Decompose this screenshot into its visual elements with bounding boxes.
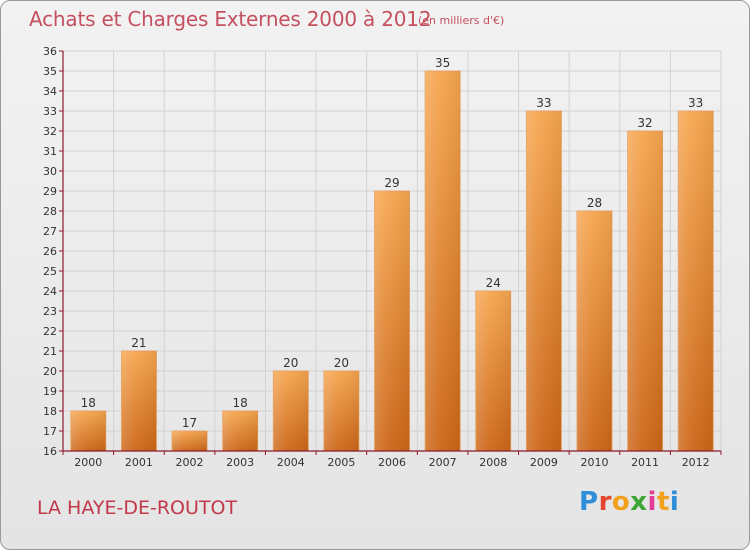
x-tick-label: 2008	[479, 456, 507, 469]
y-tick-label: 24	[43, 285, 57, 298]
y-tick-label: 33	[43, 105, 57, 118]
data-label: 18	[233, 396, 248, 410]
x-tick-label: 2001	[125, 456, 153, 469]
bar-highlight	[678, 111, 714, 451]
data-label: 18	[81, 396, 96, 410]
chart-subtitle: (en milliers d'€)	[418, 14, 505, 27]
x-tick-label: 2002	[176, 456, 204, 469]
bar-highlight	[70, 411, 106, 451]
x-tick-label: 2000	[74, 456, 102, 469]
y-tick-label: 35	[43, 65, 57, 78]
y-tick-label: 16	[43, 445, 57, 458]
y-tick-label: 36	[43, 45, 57, 58]
x-tick-label: 2009	[530, 456, 558, 469]
data-label: 32	[637, 116, 652, 130]
bar-highlight	[526, 111, 562, 451]
y-tick-label: 31	[43, 145, 57, 158]
bar-highlight	[273, 371, 309, 451]
data-label: 33	[536, 96, 551, 110]
data-label: 20	[283, 356, 298, 370]
y-tick-label: 22	[43, 325, 57, 338]
y-tick-label: 28	[43, 205, 57, 218]
place-name: LA HAYE-DE-ROUTOT	[37, 497, 238, 519]
x-tick-label: 2012	[682, 456, 710, 469]
data-label: 24	[486, 276, 501, 290]
bar-highlight	[172, 431, 208, 451]
proxiti-logo: Proxiti	[579, 487, 680, 517]
y-tick-label: 19	[43, 385, 57, 398]
data-label: 28	[587, 196, 602, 210]
y-tick-label: 17	[43, 425, 57, 438]
bar-highlight	[323, 371, 359, 451]
data-label: 33	[688, 96, 703, 110]
y-tick-label: 20	[43, 365, 57, 378]
x-tick-label: 2005	[327, 456, 355, 469]
y-tick-label: 34	[43, 85, 57, 98]
bar-highlight	[627, 131, 663, 451]
axis-layer: 16 17 18 19 20 21 22 23 24 25 26 27 28 29 30 31 32 33 34 35…	[43, 45, 722, 469]
y-tick-label: 18	[43, 405, 57, 418]
x-tick-label: 2010	[580, 456, 608, 469]
y-tick-label: 21	[43, 345, 57, 358]
data-label: 35	[435, 56, 450, 70]
y-tick-label: 23	[43, 305, 57, 318]
bar-highlight	[374, 191, 410, 451]
bar-highlight	[222, 411, 258, 451]
y-tick-label: 30	[43, 165, 57, 178]
x-tick-label: 2007	[429, 456, 457, 469]
y-tick-label: 27	[43, 225, 57, 238]
bar-layer	[70, 70, 714, 452]
data-label: 29	[384, 176, 399, 190]
bar-highlight	[475, 291, 511, 451]
data-label: 17	[182, 416, 197, 430]
bar-highlight	[425, 71, 461, 451]
bar-highlight	[121, 351, 157, 451]
y-tick-label: 32	[43, 125, 57, 138]
chart-title: Achats et Charges Externes 2000 à 2012	[29, 7, 432, 31]
x-tick-label: 2003	[226, 456, 254, 469]
y-tick-label: 29	[43, 185, 57, 198]
data-label: 20	[334, 356, 349, 370]
x-tick-label: 2006	[378, 456, 406, 469]
bar-highlight	[576, 211, 612, 451]
y-tick-label: 25	[43, 265, 57, 278]
y-tick-label: 26	[43, 245, 57, 258]
x-tick-label: 2011	[631, 456, 659, 469]
x-tick-label: 2004	[277, 456, 305, 469]
data-label: 21	[131, 336, 146, 350]
label-layer: 18 21 17 18 20 20 29 35 24 33 28 32 33	[81, 56, 704, 430]
